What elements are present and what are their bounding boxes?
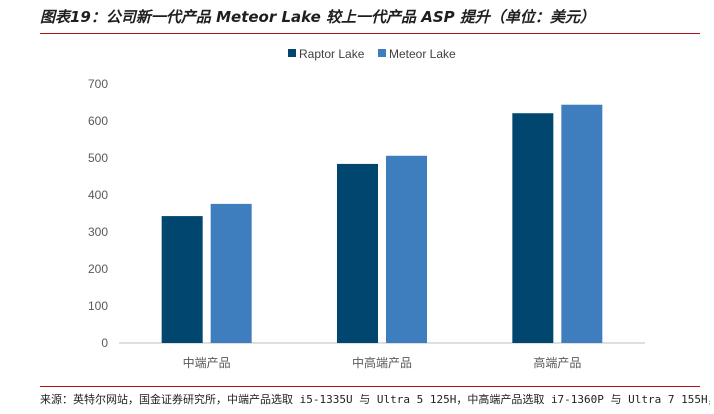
y-tick-label: 500 (88, 151, 108, 165)
bar-raptor-lake (337, 163, 378, 343)
source-rule (40, 386, 700, 387)
legend-swatch-raptor-lake (288, 49, 296, 57)
y-axis: 0 100 200 300 400 500 600 700 (88, 77, 108, 350)
x-category-label: 高端产品 (533, 355, 581, 370)
bar-raptor-lake (512, 113, 554, 343)
y-tick-label: 0 (101, 336, 108, 350)
legend-label-meteor-lake: Meteor Lake (389, 47, 456, 61)
bar-raptor-lake (161, 216, 203, 343)
y-tick-label: 400 (88, 188, 108, 202)
figure-title: 图表19：公司新一代产品 Meteor Lake 较上一代产品 ASP 提升（单… (40, 8, 595, 26)
x-axis-categories: 中端产品 中高端产品 高端产品 (183, 355, 582, 370)
bar-meteor-lake (561, 104, 603, 343)
y-tick-label: 100 (88, 299, 108, 313)
x-category-label: 中高端产品 (352, 355, 412, 370)
y-tick-label: 300 (88, 225, 108, 239)
legend: Raptor Lake Meteor Lake (288, 47, 456, 61)
source-note: 来源：英特尔网站，国金证券研究所，中端产品选取 i5-1335U 与 Ultra… (40, 393, 710, 406)
y-tick-label: 700 (88, 77, 108, 91)
legend-label-raptor-lake: Raptor Lake (299, 47, 365, 61)
y-tick-label: 200 (88, 262, 108, 276)
bar-meteor-lake (386, 155, 427, 343)
y-tick-label: 600 (88, 114, 108, 128)
legend-swatch-meteor-lake (378, 49, 386, 57)
x-category-label: 中端产品 (183, 355, 231, 370)
bars (161, 104, 603, 343)
title-rule (40, 33, 700, 34)
bar-meteor-lake (210, 203, 252, 343)
